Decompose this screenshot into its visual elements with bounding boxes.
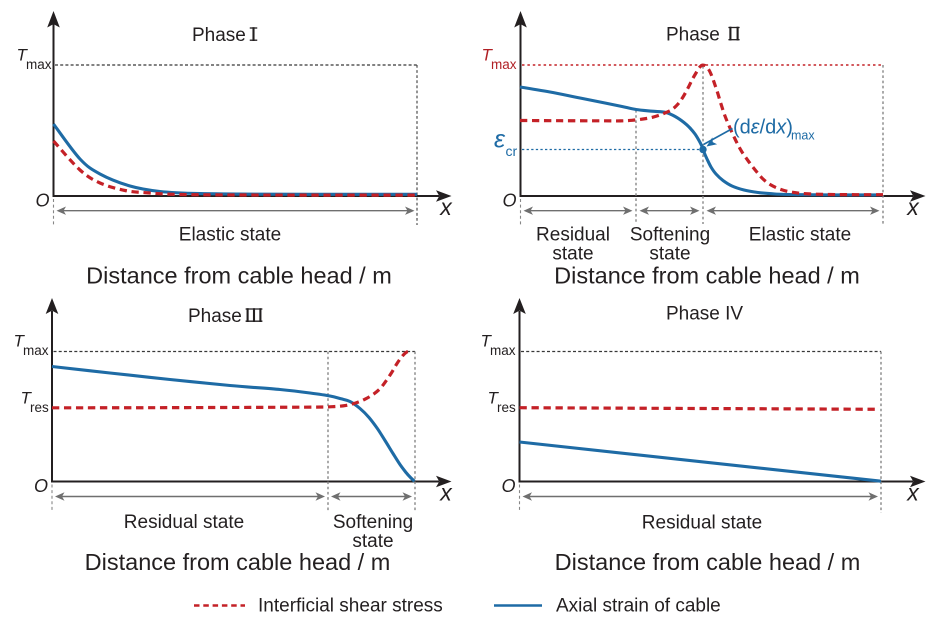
svg-text:Axial strain of cable: Axial strain of cable [556,596,721,617]
svg-text:O: O [34,476,48,496]
svg-text:max: max [490,343,516,358]
svg-text:T: T [17,46,29,65]
svg-text:max: max [26,57,52,72]
svg-text:cr: cr [506,143,518,159]
svg-text:T: T [14,332,26,351]
svg-text:max: max [23,343,49,358]
svg-text:Elastic state: Elastic state [749,225,851,246]
svg-text:T: T [488,389,500,408]
svg-text:state: state [552,244,593,265]
svg-text:max: max [791,129,815,143]
svg-text:T: T [482,46,494,65]
svg-text:Distance from cable head / m: Distance from cable head / m [555,549,861,575]
svg-text:T: T [481,332,493,351]
svg-text:Elastic state: Elastic state [179,225,281,246]
svg-text:state: state [649,244,690,265]
svg-text:Residual state: Residual state [124,512,244,533]
svg-text:state: state [352,531,393,552]
svg-text:x: x [906,480,920,506]
svg-text:res: res [30,400,49,415]
svg-text:(dε/dx): (dε/dx) [733,117,793,139]
svg-text:O: O [35,191,49,211]
svg-text:x: x [439,194,453,220]
svg-text:x: x [439,480,453,506]
svg-text:Phase: Phase [666,25,720,46]
svg-text:Interficial shear stress: Interficial shear stress [258,596,443,617]
svg-text:x: x [906,194,920,220]
svg-text:Distance from cable head / m: Distance from cable head / m [85,549,391,575]
svg-text:O: O [501,476,515,496]
svg-text:Residual state: Residual state [642,513,762,534]
svg-text:Distance from cable head / m: Distance from cable head / m [554,263,860,289]
svg-text:Phase: Phase [188,306,242,327]
svg-text:Softening: Softening [630,225,710,246]
svg-text:Softening: Softening [333,512,413,533]
svg-text:O: O [502,191,516,211]
svg-text:Phase: Phase [192,25,246,46]
svg-text:Residual: Residual [536,225,610,246]
svg-text:res: res [497,400,516,415]
svg-text:ε: ε [494,126,506,154]
svg-text:max: max [491,57,517,72]
svg-text:T: T [21,389,33,408]
svg-text:Distance from cable head / m: Distance from cable head / m [86,263,392,289]
svg-text:Phase IV: Phase IV [666,304,743,325]
